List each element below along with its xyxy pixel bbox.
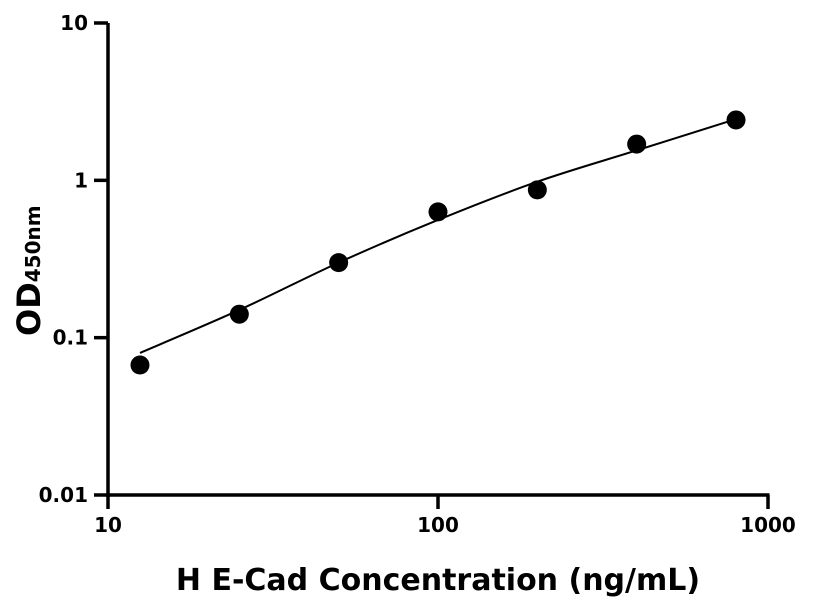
x-tick-label: 100 (417, 513, 459, 537)
y-axis-subscript: 450nm (21, 205, 45, 282)
x-axis-title: H E-Cad Concentration (ng/mL) (176, 563, 700, 598)
data-point (726, 110, 746, 130)
data-point (329, 253, 349, 273)
data-point (229, 304, 249, 324)
data-point (428, 202, 448, 222)
data-point (130, 355, 150, 375)
y-tick-label: 0.01 (39, 483, 88, 507)
y-tick-label: 0.1 (53, 326, 88, 350)
x-tick-label: 10 (94, 513, 122, 537)
svg-text:OD450nm: OD450nm (10, 205, 48, 336)
y-axis-title-group: OD450nm (10, 205, 48, 336)
y-tick-label: 10 (60, 11, 88, 35)
y-tick-label: 1 (74, 168, 88, 192)
x-tick-label: 1000 (740, 513, 796, 537)
y-axis-title: OD (10, 282, 48, 336)
plot-area: 0.01 0.1 1 10 10 100 1000 (39, 11, 796, 537)
data-point (527, 180, 547, 200)
data-point (627, 134, 647, 154)
fit-curve (139, 118, 737, 354)
